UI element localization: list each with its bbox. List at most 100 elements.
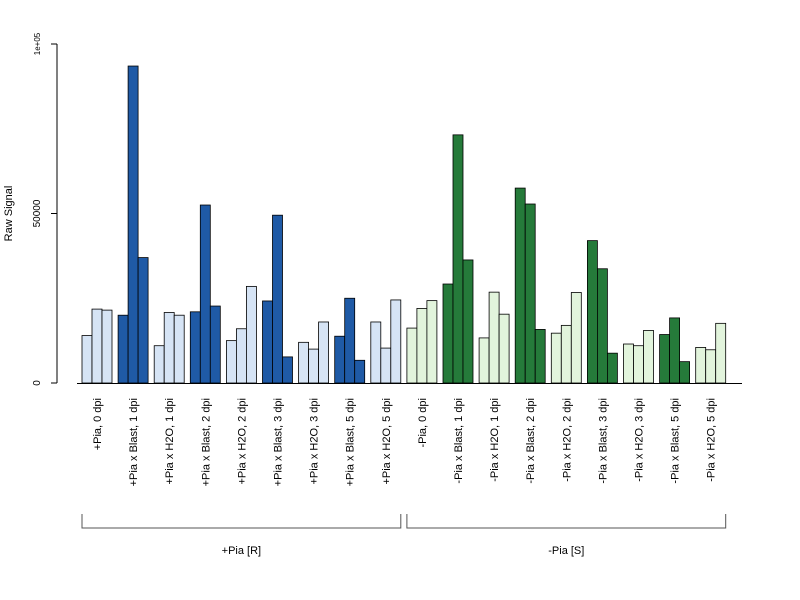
bar-group: [478, 291, 510, 384]
bar: [633, 345, 644, 384]
category-label: -Pia x H2O, 5 dpi: [706, 398, 718, 482]
category-label: +Pia x Blast, 3 dpi: [273, 398, 285, 486]
bar: [370, 321, 382, 384]
bar-group: [189, 204, 221, 384]
bar: [209, 305, 221, 384]
bar: [426, 300, 438, 384]
bar: [514, 187, 526, 384]
category-label: +Pia x H2O, 1 dpi: [164, 398, 176, 485]
bar: [679, 361, 690, 384]
category-label: +Pia, 0 dpi: [92, 398, 104, 450]
bar: [560, 324, 572, 384]
bar-group: [298, 321, 330, 384]
y-tick-label: 50000: [32, 199, 43, 227]
bar: [117, 314, 129, 384]
bar-group: [659, 317, 690, 384]
y-tick-label: 1e+05: [33, 32, 42, 55]
category-label: -Pia x Blast, 5 dpi: [670, 398, 682, 484]
bar: [262, 300, 273, 384]
category-label: -Pia, 0 dpi: [417, 398, 429, 448]
category-label: -Pia x H2O, 3 dpi: [634, 398, 646, 482]
bar: [91, 308, 103, 384]
bar: [442, 283, 454, 384]
bar: [534, 329, 546, 384]
bar-group: [442, 134, 474, 384]
bar: [199, 204, 211, 384]
bar: [354, 359, 366, 384]
category-label: +Pia x H2O, 3 dpi: [309, 398, 321, 485]
category-label: -Pia x Blast, 1 dpi: [453, 398, 465, 484]
bar-group: [695, 322, 727, 384]
bar-group: [153, 312, 185, 384]
bars-layer: [81, 65, 727, 384]
bar: [225, 340, 237, 384]
category-label: +Pia x Blast, 1 dpi: [128, 398, 140, 486]
group-bracket-line: [406, 514, 727, 529]
group-brackets: +Pia [R] -Pia [S]: [81, 514, 727, 557]
bar: [452, 134, 464, 384]
bar: [272, 214, 283, 384]
y-tick-label: 0: [32, 380, 43, 386]
bar: [597, 268, 608, 384]
category-label: -Pia x H2O, 2 dpi: [561, 398, 573, 482]
bar-group: [623, 330, 654, 384]
y-axis-title: Raw Signal: [3, 186, 15, 242]
bar: [245, 285, 257, 384]
bar: [189, 311, 201, 384]
group-bracket: +Pia [R]: [81, 514, 402, 557]
category-label: -Pia x H2O, 1 dpi: [489, 398, 501, 482]
category-label: +Pia x Blast, 2 dpi: [200, 398, 212, 486]
group-label: -Pia [S]: [548, 545, 584, 557]
bar: [308, 348, 320, 384]
bar: [462, 259, 474, 384]
bar: [334, 335, 346, 384]
category-label: +Pia x Blast, 5 dpi: [345, 398, 357, 486]
bar: [623, 343, 634, 384]
bar-group: [587, 240, 618, 384]
bar: [127, 65, 139, 384]
bar: [380, 347, 392, 384]
bar-group: [550, 292, 582, 384]
group-label: +Pia [R]: [222, 545, 261, 557]
bar: [163, 312, 175, 384]
bar: [390, 299, 402, 384]
group-bracket-line: [81, 514, 402, 529]
category-label: +Pia x H2O, 2 dpi: [236, 398, 248, 485]
bar-group: [406, 300, 438, 384]
bar: [282, 356, 293, 384]
bar: [659, 334, 670, 384]
bar: [478, 337, 490, 384]
bar: [643, 330, 654, 384]
bar: [570, 292, 582, 384]
bar: [318, 321, 330, 384]
bar: [137, 257, 149, 384]
bar: [406, 327, 418, 384]
bar-group: [81, 308, 113, 384]
bar: [550, 332, 562, 384]
bar: [498, 313, 510, 384]
bar: [587, 240, 598, 384]
category-label: -Pia x Blast, 2 dpi: [525, 398, 537, 484]
y-axis: 0 50000 1e+05: [32, 32, 58, 386]
bar-group: [225, 285, 257, 384]
bar: [235, 328, 247, 384]
bar: [173, 314, 185, 384]
bar: [488, 291, 500, 384]
bar: [416, 308, 428, 384]
bar-group: [262, 214, 293, 384]
bar-group: [117, 65, 149, 384]
category-labels: +Pia, 0 dpi +Pia x Blast, 1 dpi +Pia x H2O…: [92, 398, 718, 486]
category-label: -Pia x Blast, 3 dpi: [597, 398, 609, 484]
bar: [715, 322, 727, 384]
bar: [607, 352, 618, 384]
bar: [153, 345, 165, 384]
bar: [695, 347, 707, 384]
bar-group: [514, 187, 546, 384]
category-label: +Pia x H2O, 5 dpi: [381, 398, 393, 485]
bar: [344, 297, 356, 384]
bar: [524, 203, 536, 384]
bar: [101, 309, 113, 384]
bar: [669, 317, 680, 384]
bar: [705, 349, 717, 384]
